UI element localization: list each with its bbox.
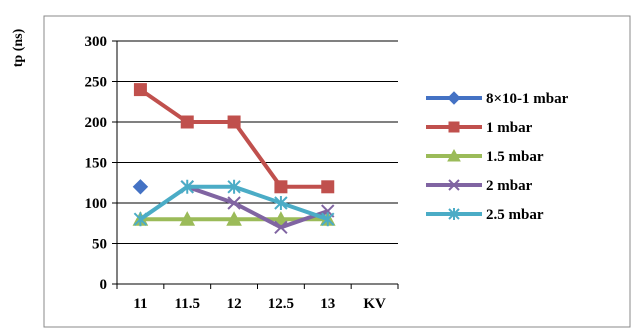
x-tick-label: 12 [227, 296, 242, 312]
legend-label: 8×10-1 mbar [486, 91, 569, 107]
series-5 [133, 179, 335, 227]
data-point-square [321, 180, 335, 194]
y-tick-label: 0 [100, 277, 108, 293]
x-tick-label: 11.5 [175, 296, 200, 312]
y-tick-label: 50 [92, 237, 107, 253]
data-point-square [274, 180, 288, 194]
legend-label: 2 mbar [486, 178, 533, 194]
y-axis-title: tp (ns) [11, 28, 26, 67]
data-point-square [227, 115, 241, 129]
data-point-star [180, 179, 194, 194]
legend-entry: 1.5 mbar [426, 148, 544, 165]
legend-label: 1 mbar [486, 120, 533, 136]
data-point-star [321, 212, 335, 227]
data-point-star [448, 208, 460, 220]
series-1 [132, 179, 149, 195]
series-2 [133, 83, 335, 194]
legend-entry: 2 mbar [426, 178, 533, 194]
data-point-diamond [132, 179, 149, 195]
data-point-star [274, 196, 288, 210]
chart-area-border [43, 15, 631, 328]
legend-entry: 1 mbar [426, 120, 533, 136]
data-point-x [448, 179, 460, 191]
data-point-triangle [447, 148, 461, 162]
legend-label: 1.5 mbar [486, 149, 544, 165]
y-tick-label: 200 [85, 115, 108, 131]
x-tick-label: 13 [320, 296, 335, 312]
legend-entry: 2.5 mbar [426, 207, 544, 223]
y-tick-label: 150 [85, 156, 108, 172]
legend-entry: 8×10-1 mbar [426, 91, 569, 107]
axis-layer: 0 50 100 150 200 250 300 11 11.5 12 12.5 13 KV [85, 34, 399, 312]
legend: 8×10-1 mbar 1 mbar 1.5 mbar 2 mbar 2.5 mbar [426, 91, 569, 223]
x-tick-label: 12.5 [268, 296, 294, 312]
legend-label: 2.5 mbar [486, 207, 544, 223]
data-point-square [133, 83, 147, 97]
data-point-triangle [226, 211, 242, 226]
y-tick-label: 100 [85, 196, 108, 212]
series-line [186, 184, 329, 230]
y-tick-label: 300 [85, 34, 108, 50]
data-point-star [227, 179, 241, 194]
data-point-x [274, 220, 288, 235]
data-point-star [133, 212, 148, 227]
y-tick-label: 250 [85, 75, 108, 91]
x-unit-label: KV [363, 296, 386, 312]
data-point-x [227, 196, 241, 210]
data-point-square [448, 121, 460, 133]
data-point-square [180, 115, 194, 129]
data-point-diamond [447, 91, 461, 105]
series-layer [132, 83, 336, 235]
x-tick-label: 11 [133, 296, 147, 312]
data-point-triangle [179, 211, 196, 226]
